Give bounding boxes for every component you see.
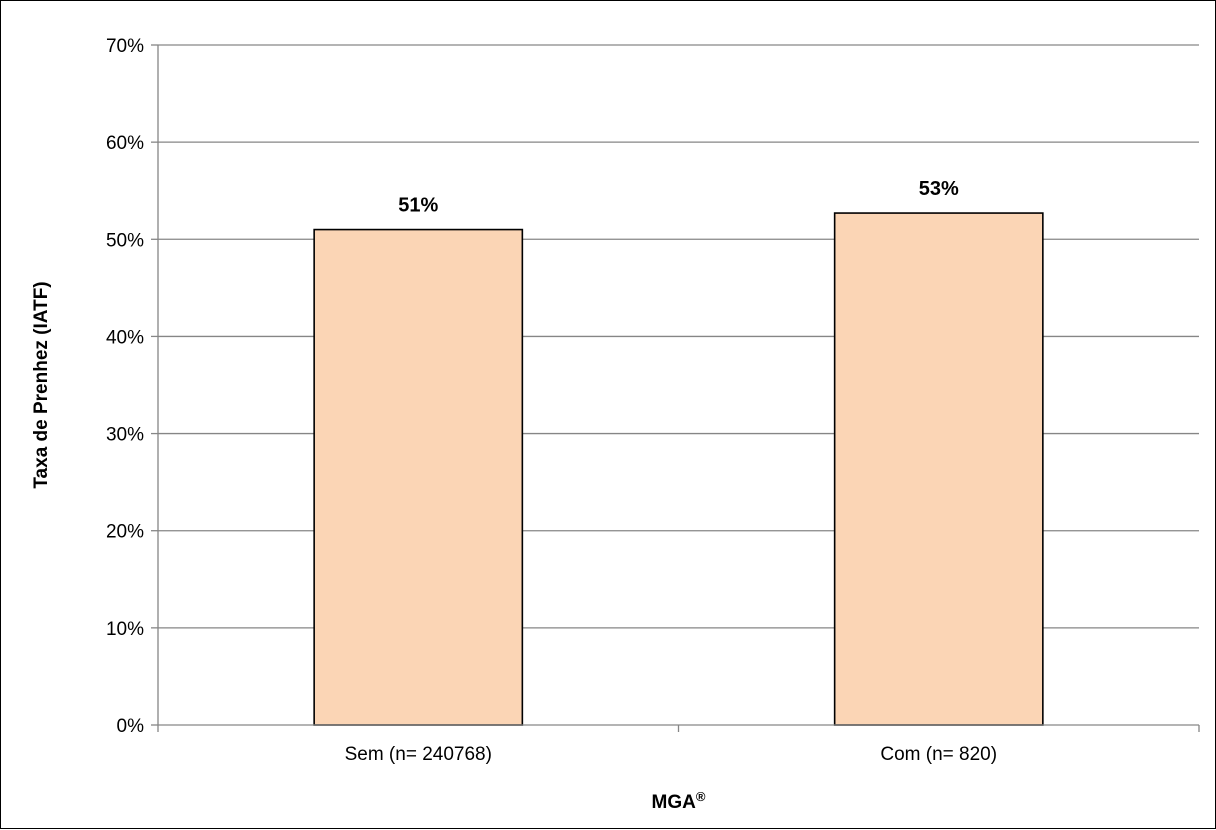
x-axis-title: MGA®: [652, 789, 706, 814]
y-tick-label: 30%: [106, 425, 144, 446]
bar-2: [833, 212, 1044, 726]
x-axis-title-text: MGA: [652, 792, 697, 813]
labels: 0% 10% 20% 30% 40% 50% 60% 70% 51% Sem (n= 240768…: [31, 36, 997, 813]
y-tick-label: 40%: [106, 327, 144, 348]
bar-1: [313, 228, 524, 726]
axes: [151, 44, 1200, 732]
y-tick-label: 0%: [117, 716, 145, 737]
data-label: 53%: [919, 178, 959, 200]
y-tick-label: 70%: [106, 36, 144, 57]
y-axis-title: Taxa de Prenhez (IATF): [31, 281, 52, 488]
bars: [313, 212, 1044, 726]
y-tick-label: 60%: [106, 133, 144, 154]
y-tick-label: 20%: [106, 522, 144, 543]
x-tick-label: Com (n= 820): [880, 744, 997, 765]
data-label: 51%: [398, 195, 438, 217]
y-tick-label: 10%: [106, 619, 144, 640]
x-axis-title-superscript: ®: [696, 789, 706, 804]
y-tick-label: 50%: [106, 230, 144, 251]
x-tick-label: Sem (n= 240768): [345, 744, 492, 765]
